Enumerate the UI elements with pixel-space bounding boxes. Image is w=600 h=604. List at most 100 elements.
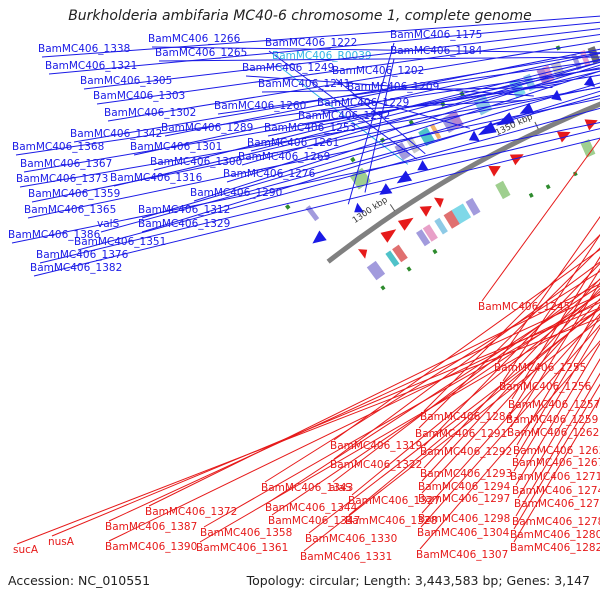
gene-leader-line	[33, 137, 600, 277]
gene-leader-line	[513, 396, 600, 543]
cog-feature-block	[465, 197, 481, 216]
cog-feature-block	[416, 229, 431, 247]
gene-leader-line	[41, 15, 600, 58]
gene-leader-line	[481, 137, 600, 302]
gene-leader-line	[39, 128, 600, 264]
gene-label: BamMC406_1282	[510, 542, 600, 554]
gene-leader-line	[515, 342, 600, 486]
cog-feature-block	[434, 217, 448, 235]
genome-title: Burkholderia ambifaria MC40-6 chromosome…	[68, 8, 532, 24]
gene-label: BamMC406_1376	[36, 249, 129, 261]
gc-marker	[380, 285, 386, 291]
gene-label: BamMC406_1253	[264, 122, 356, 134]
gene-label: BamMC406_1316	[110, 172, 203, 184]
gene-leader-line	[193, 70, 600, 202]
gene-leader-line	[513, 383, 600, 530]
gene-label: BamMC406_1321	[45, 60, 137, 72]
gene-label: BamMC406_1265	[155, 47, 247, 59]
cog-feature-block	[349, 168, 370, 190]
gene-label: BamMC406_1373	[16, 173, 108, 185]
cog-feature-block	[443, 209, 461, 229]
gene-leader-line	[510, 281, 600, 428]
gene-leader-line	[511, 256, 600, 400]
gene-label: BamMC406_1297	[418, 493, 510, 505]
cog-feature-block	[422, 224, 438, 242]
summary-text: Topology: circular; Length: 3,443,583 bp…	[246, 573, 590, 588]
gene-leader-line	[107, 40, 600, 122]
gene-leader-line	[348, 306, 600, 516]
gene-label: BamMC406_1319	[330, 440, 422, 452]
gene-leader-line	[241, 61, 600, 166]
gene-label: BamMC406_1386	[8, 229, 101, 241]
forward-gene-arrow	[468, 130, 480, 142]
gene-leader-line	[497, 216, 600, 363]
reverse-gene-arrow	[380, 229, 397, 243]
gene-label: BamMC406_1331	[300, 551, 392, 563]
gene-label: BamMC406_1202	[332, 65, 424, 77]
cog-feature-block	[451, 203, 472, 224]
gene-leader-line	[151, 46, 600, 54]
gene-label: BamMC406_1344	[265, 502, 358, 514]
forward-gene-arrow	[379, 183, 393, 195]
gene-label: BamMC406_1302	[104, 107, 196, 119]
gene-label: BamMC406_1338	[38, 43, 130, 55]
forward-gene-arrow	[583, 75, 596, 87]
reverse-gene-arrow	[358, 249, 368, 259]
gene-leader-line	[31, 86, 600, 203]
gene-leader-line	[513, 326, 600, 472]
gene-leader-line	[335, 78, 426, 155]
gene-leader-line	[48, 21, 600, 75]
gene-label: BamMC406_1300	[150, 156, 242, 168]
gene-label: BamMC406_1277	[514, 498, 600, 510]
gene-leader-line	[77, 107, 600, 251]
gene-label: BamMC406_1387	[105, 521, 197, 533]
gene-label: BamMC406_1351	[74, 236, 166, 248]
gene-label: BamMC406_1301	[130, 141, 222, 153]
backbone-arc	[326, 101, 600, 264]
gene-label: BamMC406_1343	[261, 482, 353, 494]
gene-label: sucA	[13, 544, 39, 556]
gene-leader-line	[226, 64, 600, 183]
gene-leader-line	[515, 372, 600, 517]
gene-leader-line	[418, 247, 600, 429]
gene-label: BamMC406_1289	[161, 122, 253, 134]
gene-label: BamMC406_1175	[390, 29, 482, 41]
gene-leader-line	[11, 122, 600, 244]
gene-leader-line	[27, 98, 600, 219]
forward-gene-arrow	[396, 170, 413, 184]
gene-leader-line	[516, 303, 600, 446]
gene-leader-line	[268, 50, 417, 160]
gene-label: BamMC406_1249	[242, 62, 334, 74]
gene-leader-line	[268, 285, 600, 503]
gene-leader-line	[73, 52, 600, 143]
gene-leader-line	[271, 293, 600, 516]
reverse-gene-arrow	[584, 119, 598, 131]
gene-label: BamMC406_1372	[145, 506, 237, 518]
kbp-tick-mark	[389, 204, 396, 212]
gene-label: BamMC406_1322	[330, 459, 422, 471]
gene-label: BamMC406_1274	[512, 485, 600, 497]
gene-leader-line	[113, 70, 600, 187]
gene-label: BamMC406_1261	[247, 137, 339, 149]
gene-leader-line	[141, 90, 600, 233]
gene-label: BamMC406_1358	[200, 527, 292, 539]
gene-leader-line	[23, 74, 600, 173]
gene-leader-line	[203, 299, 600, 528]
gene-leader-line	[153, 58, 600, 171]
gene-leader-line	[303, 319, 600, 552]
gene-leader-line	[320, 99, 525, 112]
gene-leader-line	[158, 56, 600, 62]
reverse-gene-arrow	[419, 206, 432, 217]
gene-label: BamMC406_1328	[345, 515, 437, 527]
gene-label: BamMC406_1292	[420, 446, 512, 458]
gene-leader-line	[96, 34, 600, 105]
cog-feature-block	[495, 180, 511, 200]
cog-feature-block	[392, 244, 408, 263]
forward-gene-arrow	[417, 160, 429, 171]
gene-label: BamMC406_1241	[258, 78, 350, 90]
gene-leader-line	[217, 60, 600, 115]
gene-label: BamMC406_1359	[28, 188, 120, 200]
gene-leader-line	[83, 28, 600, 90]
gene-label: BamMC406_1312	[138, 204, 230, 216]
gc-marker	[528, 192, 534, 198]
